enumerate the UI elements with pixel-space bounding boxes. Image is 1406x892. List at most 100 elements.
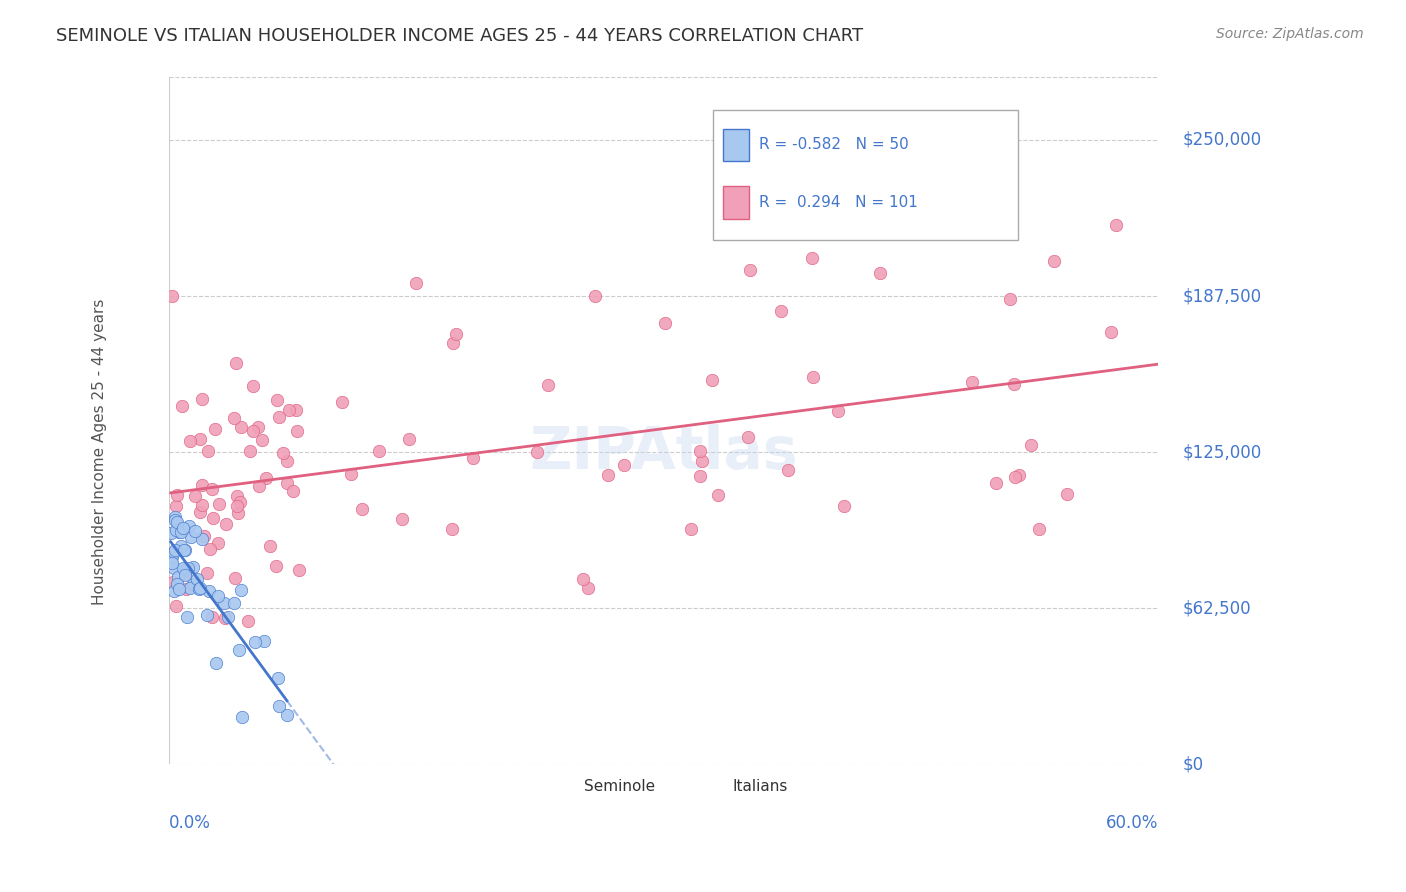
Point — [187, 582, 209, 596]
Point — [266, 671, 288, 685]
Point — [269, 698, 291, 713]
Point — [160, 550, 183, 565]
Text: ZIPAtlas: ZIPAtlas — [529, 424, 797, 481]
Point — [207, 589, 229, 603]
Point — [1101, 325, 1123, 339]
Point — [801, 251, 824, 265]
Point — [198, 541, 221, 556]
Point — [461, 450, 484, 465]
Point — [191, 392, 214, 406]
Point — [1056, 487, 1078, 501]
Point — [226, 506, 249, 520]
Point — [398, 433, 420, 447]
Point — [179, 582, 201, 596]
Point — [191, 532, 214, 546]
Point — [166, 488, 188, 502]
Point — [367, 444, 389, 458]
Point — [165, 499, 187, 513]
Bar — [699, 778, 723, 796]
Point — [212, 597, 235, 611]
Point — [160, 525, 183, 540]
Point — [405, 276, 427, 290]
Point — [330, 395, 353, 409]
Point — [340, 467, 363, 481]
Point — [738, 263, 761, 277]
Point — [702, 373, 724, 387]
Point — [707, 487, 730, 501]
Point — [207, 498, 229, 512]
Text: 0.0%: 0.0% — [169, 814, 211, 832]
Point — [204, 422, 226, 436]
Point — [288, 563, 311, 577]
Point — [681, 522, 703, 536]
Point — [229, 495, 252, 509]
Point — [441, 335, 464, 350]
Point — [163, 545, 186, 559]
Text: Italians: Italians — [733, 779, 789, 794]
Point — [1004, 470, 1026, 484]
Point — [195, 607, 218, 622]
Point — [689, 444, 711, 458]
Point — [193, 529, 215, 543]
Text: Source: ZipAtlas.com: Source: ZipAtlas.com — [1216, 27, 1364, 41]
Point — [160, 556, 183, 570]
Point — [173, 568, 195, 582]
Point — [172, 521, 194, 535]
Point — [252, 433, 274, 447]
Point — [571, 572, 593, 586]
Point — [197, 444, 219, 458]
Point — [172, 399, 194, 413]
Text: Householder Income Ages 25 - 44 years: Householder Income Ages 25 - 44 years — [93, 299, 107, 606]
Point — [832, 499, 855, 513]
Point — [188, 505, 211, 519]
Point — [1105, 218, 1128, 232]
Point — [191, 498, 214, 512]
Point — [162, 575, 184, 590]
Point — [576, 581, 599, 595]
Point — [239, 443, 262, 458]
Point — [229, 420, 252, 434]
Point — [247, 420, 270, 434]
Point — [179, 434, 201, 449]
Point — [984, 475, 1007, 490]
Point — [173, 542, 195, 557]
Point — [231, 710, 253, 724]
Point — [181, 559, 204, 574]
Point — [180, 531, 202, 545]
Point — [737, 430, 759, 444]
Point — [598, 467, 620, 482]
Point — [186, 572, 208, 586]
Point — [160, 288, 183, 302]
Point — [201, 610, 224, 624]
Point — [217, 609, 239, 624]
Point — [245, 635, 267, 649]
Point — [163, 584, 186, 599]
Point — [224, 411, 246, 425]
Point — [165, 599, 187, 613]
Point — [226, 489, 249, 503]
Point — [174, 566, 197, 581]
Text: R = -0.582   N = 50: R = -0.582 N = 50 — [759, 137, 908, 153]
Point — [266, 392, 288, 407]
Point — [253, 634, 276, 648]
Point — [352, 502, 374, 516]
Point — [254, 471, 277, 485]
Point — [166, 569, 188, 583]
Text: 60.0%: 60.0% — [1105, 814, 1159, 832]
Point — [801, 370, 824, 384]
Point — [769, 304, 792, 318]
Point — [1000, 292, 1022, 306]
Text: $0: $0 — [1182, 756, 1204, 773]
Point — [181, 577, 204, 591]
Point — [204, 656, 226, 670]
Point — [198, 584, 221, 599]
Point — [170, 539, 193, 553]
Point — [236, 615, 259, 629]
Text: $187,500: $187,500 — [1182, 287, 1261, 305]
Point — [184, 524, 207, 539]
Point — [1028, 522, 1050, 536]
FancyBboxPatch shape — [713, 110, 1018, 240]
Point — [1008, 468, 1031, 483]
Point — [276, 708, 298, 723]
Bar — [723, 186, 749, 219]
